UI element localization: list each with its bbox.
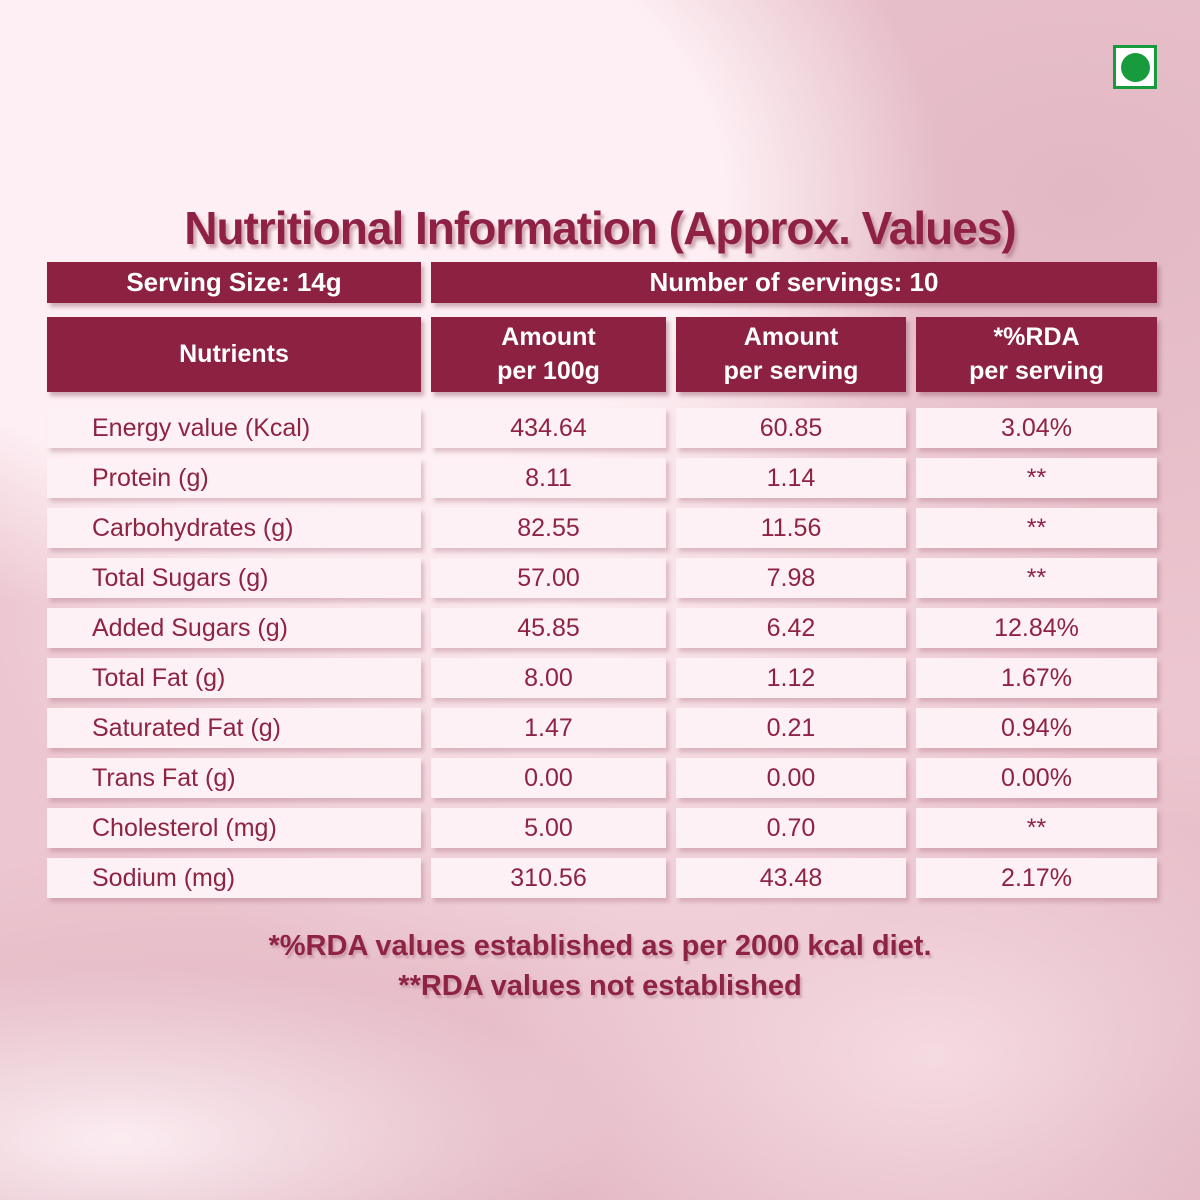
table-row: Total Fat (g) 8.00 1.12 1.67%	[47, 658, 1157, 698]
value-rda: 0.94%	[916, 708, 1157, 748]
value-per-100g: 434.64	[431, 408, 666, 448]
value-per-serving: 0.70	[676, 808, 906, 848]
table-row: Saturated Fat (g) 1.47 0.21 0.94%	[47, 708, 1157, 748]
value-rda: 3.04%	[916, 408, 1157, 448]
nutrient-name: Total Fat (g)	[47, 658, 421, 698]
nutrient-name: Protein (g)	[47, 458, 421, 498]
table-body: Energy value (Kcal) 434.64 60.85 3.04% P…	[47, 408, 1157, 898]
value-per-serving: 11.56	[676, 508, 906, 548]
value-per-100g: 57.00	[431, 558, 666, 598]
value-per-serving: 7.98	[676, 558, 906, 598]
column-header-rda: *%RDA per serving	[916, 317, 1157, 392]
table-row: Added Sugars (g) 45.85 6.42 12.84%	[47, 608, 1157, 648]
value-per-100g: 1.47	[431, 708, 666, 748]
value-per-serving: 0.00	[676, 758, 906, 798]
value-rda: **	[916, 808, 1157, 848]
value-rda: 0.00%	[916, 758, 1157, 798]
vegetarian-mark	[1113, 45, 1157, 89]
value-per-serving: 43.48	[676, 858, 906, 898]
footnotes: *%RDA values established as per 2000 kca…	[0, 926, 1200, 1006]
value-per-100g: 310.56	[431, 858, 666, 898]
value-per-100g: 8.11	[431, 458, 666, 498]
table-row: Cholesterol (mg) 5.00 0.70 **	[47, 808, 1157, 848]
nutrient-name: Cholesterol (mg)	[47, 808, 421, 848]
serving-size-bar: Serving Size: 14g	[47, 262, 421, 303]
column-header-nutrients: Nutrients	[47, 317, 421, 392]
table-header-row: Nutrients Amount per 100g Amount per ser…	[47, 317, 1157, 392]
nutrient-name: Sodium (mg)	[47, 858, 421, 898]
table-row: Carbohydrates (g) 82.55 11.56 **	[47, 508, 1157, 548]
nutrient-name: Saturated Fat (g)	[47, 708, 421, 748]
footnote-rda-established: *%RDA values established as per 2000 kca…	[268, 930, 932, 962]
value-rda: **	[916, 508, 1157, 548]
value-rda: 2.17%	[916, 858, 1157, 898]
value-rda: **	[916, 458, 1157, 498]
value-rda: **	[916, 558, 1157, 598]
value-per-100g: 82.55	[431, 508, 666, 548]
value-per-serving: 60.85	[676, 408, 906, 448]
serving-info-row: Serving Size: 14g Number of servings: 10	[47, 262, 1157, 303]
table-row: Protein (g) 8.11 1.14 **	[47, 458, 1157, 498]
value-per-100g: 8.00	[431, 658, 666, 698]
veg-dot-icon	[1120, 52, 1150, 82]
value-per-100g: 5.00	[431, 808, 666, 848]
nutrient-name: Carbohydrates (g)	[47, 508, 421, 548]
nutrient-name: Added Sugars (g)	[47, 608, 421, 648]
value-rda: 1.67%	[916, 658, 1157, 698]
value-per-100g: 0.00	[431, 758, 666, 798]
value-rda: 12.84%	[916, 608, 1157, 648]
nutrient-name: Energy value (Kcal)	[47, 408, 421, 448]
table-row: Sodium (mg) 310.56 43.48 2.17%	[47, 858, 1157, 898]
page-title: Nutritional Information (Approx. Values)	[184, 202, 1016, 254]
value-per-100g: 45.85	[431, 608, 666, 648]
value-per-serving: 0.21	[676, 708, 906, 748]
value-per-serving: 1.12	[676, 658, 906, 698]
footnote-rda-not-established: **RDA values not established	[398, 970, 802, 1003]
table-row: Total Sugars (g) 57.00 7.98 **	[47, 558, 1157, 598]
value-per-serving: 1.14	[676, 458, 906, 498]
column-header-per-serving: Amount per serving	[676, 317, 906, 392]
nutrient-name: Trans Fat (g)	[47, 758, 421, 798]
table-row: Trans Fat (g) 0.00 0.00 0.00%	[47, 758, 1157, 798]
nutrient-name: Total Sugars (g)	[47, 558, 421, 598]
table-row: Energy value (Kcal) 434.64 60.85 3.04%	[47, 408, 1157, 448]
nutrition-panel: Serving Size: 14g Number of servings: 10…	[47, 262, 1157, 908]
value-per-serving: 6.42	[676, 608, 906, 648]
column-header-per-100g: Amount per 100g	[431, 317, 666, 392]
number-of-servings-bar: Number of servings: 10	[431, 262, 1157, 303]
